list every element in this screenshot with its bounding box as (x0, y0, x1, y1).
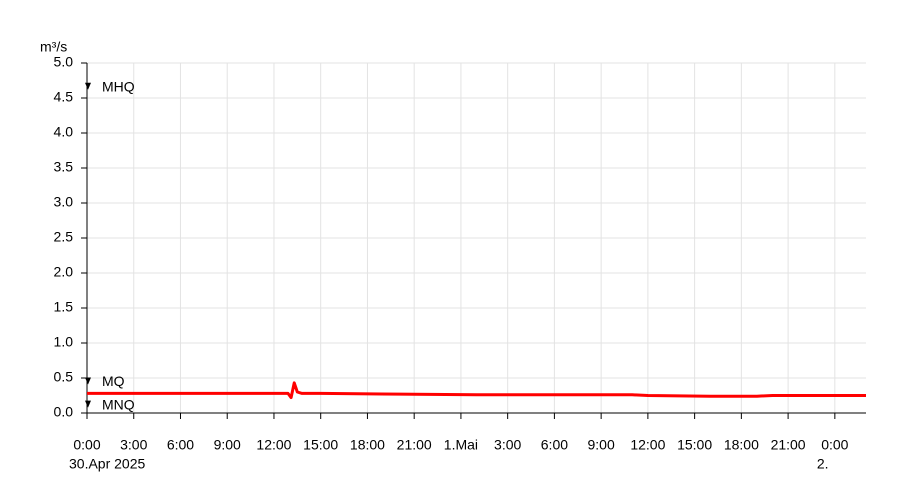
y-axis-unit: m³/s (40, 39, 67, 55)
reference-label: MNQ (102, 396, 135, 412)
y-tick-label: 4.5 (54, 89, 74, 105)
data-line (87, 381, 866, 400)
y-tick-label: 3.5 (54, 159, 74, 175)
x-tick-label: 21:00 (771, 437, 806, 453)
x-tick-label: 3:00 (120, 437, 147, 453)
x-tick-label: 9:00 (588, 437, 615, 453)
x-tick-label: 0:00 (821, 437, 848, 453)
x-tick-label: 6:00 (541, 437, 568, 453)
x-tick-label: 3:00 (494, 437, 521, 453)
reference-label: MQ (102, 373, 125, 389)
y-tick-label: 4.0 (54, 124, 74, 140)
y-tick-label: 1.0 (54, 334, 74, 350)
y-tick-label: 3.0 (54, 194, 74, 210)
y-tick-label: 1.5 (54, 299, 74, 315)
y-tick-label: 5.0 (54, 54, 74, 70)
date-label: 30.Apr 2025 (69, 456, 145, 472)
date-label: 2. (817, 456, 829, 472)
x-tick-label: 15:00 (677, 437, 712, 453)
reference-marker (85, 82, 91, 90)
x-tick-label: 18:00 (350, 437, 385, 453)
reference-label: MHQ (102, 79, 135, 95)
reference-marker (85, 400, 91, 408)
x-tick-label: 9:00 (214, 437, 241, 453)
reference-marker (85, 377, 91, 385)
x-tick-label: 18:00 (724, 437, 759, 453)
x-tick-label: 1.Mai (444, 437, 478, 453)
y-tick-label: 0.0 (54, 404, 74, 420)
y-tick-label: 2.0 (54, 264, 74, 280)
x-tick-label: 12:00 (256, 437, 291, 453)
y-tick-label: 2.5 (54, 229, 74, 245)
x-tick-label: 0:00 (73, 437, 100, 453)
x-tick-label: 15:00 (303, 437, 338, 453)
x-tick-label: 21:00 (397, 437, 432, 453)
x-tick-label: 6:00 (167, 437, 194, 453)
x-tick-label: 12:00 (630, 437, 665, 453)
y-tick-label: 0.5 (54, 369, 74, 385)
